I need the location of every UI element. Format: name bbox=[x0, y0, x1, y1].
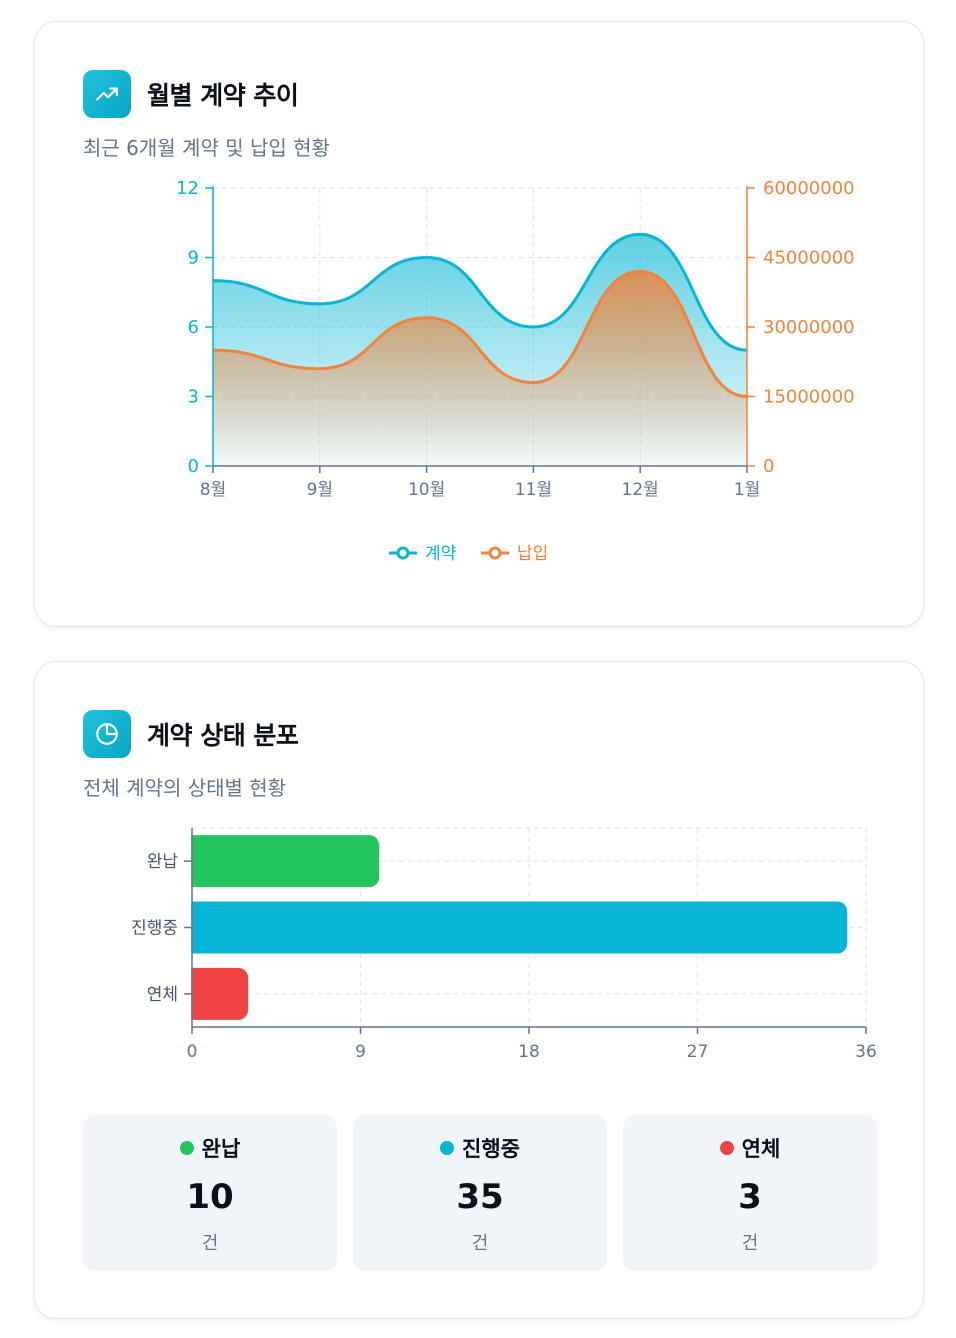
x-tick-label: 9월 bbox=[307, 480, 333, 500]
x-tick-label: 10월 bbox=[408, 480, 445, 500]
legend-item: 납입 bbox=[481, 544, 548, 564]
status-card: 계약 상태 분포 전체 계약의 상태별 현황 완납 진행중 연체 0 9 18 27 36 완… bbox=[34, 661, 924, 1319]
x-tick-label: 1월 bbox=[734, 480, 760, 500]
x-tick-label: 9 bbox=[355, 1042, 366, 1062]
trending-up-icon bbox=[83, 70, 131, 118]
x-tick-label: 18 bbox=[518, 1042, 540, 1062]
status-summary: 완납 10 건 진행중 35 건 연체 3 건 bbox=[83, 1115, 877, 1271]
trend-card-subtitle: 최근 6개월 계약 및 납입 현황 bbox=[83, 136, 330, 160]
stat-value: 35 bbox=[456, 1177, 504, 1217]
x-tick-label: 0 bbox=[187, 1042, 198, 1062]
bar-2 bbox=[184, 967, 249, 1020]
y-tick-label-right: 30000000 bbox=[763, 317, 855, 338]
stat-label: 진행중 bbox=[462, 1137, 520, 1161]
stat-card-in-progress: 진행중 35 건 bbox=[353, 1115, 607, 1271]
stat-value: 3 bbox=[738, 1177, 762, 1217]
status-dot bbox=[179, 1141, 194, 1155]
status-dot bbox=[719, 1141, 734, 1155]
x-tick-label: 27 bbox=[687, 1042, 709, 1062]
trend-card-title: 월별 계약 추이 bbox=[147, 81, 299, 110]
status-card-header: 계약 상태 분포 bbox=[83, 710, 299, 758]
stat-unit: 건 bbox=[471, 1233, 489, 1254]
bar-1 bbox=[184, 901, 848, 954]
stat-card-paid: 완납 10 건 bbox=[83, 1115, 337, 1271]
x-tick-label: 8월 bbox=[200, 480, 226, 500]
y-tick-label-right: 0 bbox=[763, 456, 774, 477]
y-tick-label-right: 60000000 bbox=[763, 178, 855, 199]
stat-label: 완납 bbox=[201, 1137, 241, 1161]
stat-unit: 건 bbox=[741, 1233, 759, 1254]
trend-card: 월별 계약 추이 최근 6개월 계약 및 납입 현황 0 3 6 9 12 0 150000… bbox=[34, 21, 924, 627]
legend-marker bbox=[396, 546, 410, 560]
x-tick-label: 36 bbox=[855, 1042, 877, 1062]
area-payments bbox=[213, 271, 747, 466]
stat-label: 연체 bbox=[741, 1137, 781, 1161]
pie-chart-icon bbox=[83, 710, 131, 758]
status-card-title: 계약 상태 분포 bbox=[147, 721, 299, 750]
y-tick-label-left: 0 bbox=[188, 456, 199, 477]
y-tick-label-right: 45000000 bbox=[763, 248, 855, 269]
stat-value: 10 bbox=[186, 1177, 234, 1217]
y-tick-label-right: 15000000 bbox=[763, 387, 855, 408]
x-tick-label: 11월 bbox=[515, 480, 552, 500]
y-tick-label: 진행중 bbox=[131, 919, 178, 939]
stat-card-overdue: 연체 3 건 bbox=[623, 1115, 877, 1271]
monthly-trend-chart: 0 3 6 9 12 0 15000000 30000000 45000000 60000000 8… bbox=[176, 178, 855, 564]
legend-item: 계약 bbox=[389, 544, 456, 564]
y-tick-label-left: 6 bbox=[188, 317, 199, 338]
legend-label: 계약 bbox=[425, 544, 456, 564]
x-tick-label: 12월 bbox=[622, 480, 659, 500]
legend-marker bbox=[488, 546, 502, 560]
bar-0 bbox=[184, 835, 380, 888]
status-card-subtitle: 전체 계약의 상태별 현황 bbox=[83, 776, 287, 800]
trend-card-header: 월별 계약 추이 bbox=[83, 70, 299, 118]
legend-label: 납입 bbox=[517, 544, 548, 564]
stat-unit: 건 bbox=[201, 1233, 219, 1254]
y-tick-label-left: 9 bbox=[188, 248, 199, 269]
y-tick-label: 연체 bbox=[147, 985, 178, 1005]
line-contracts bbox=[212, 232, 748, 352]
y-tick-label: 완납 bbox=[147, 852, 179, 872]
y-tick-label-left: 3 bbox=[188, 387, 199, 408]
line-payments bbox=[212, 269, 748, 398]
status-dot bbox=[440, 1141, 455, 1155]
y-tick-label-left: 12 bbox=[176, 178, 199, 199]
